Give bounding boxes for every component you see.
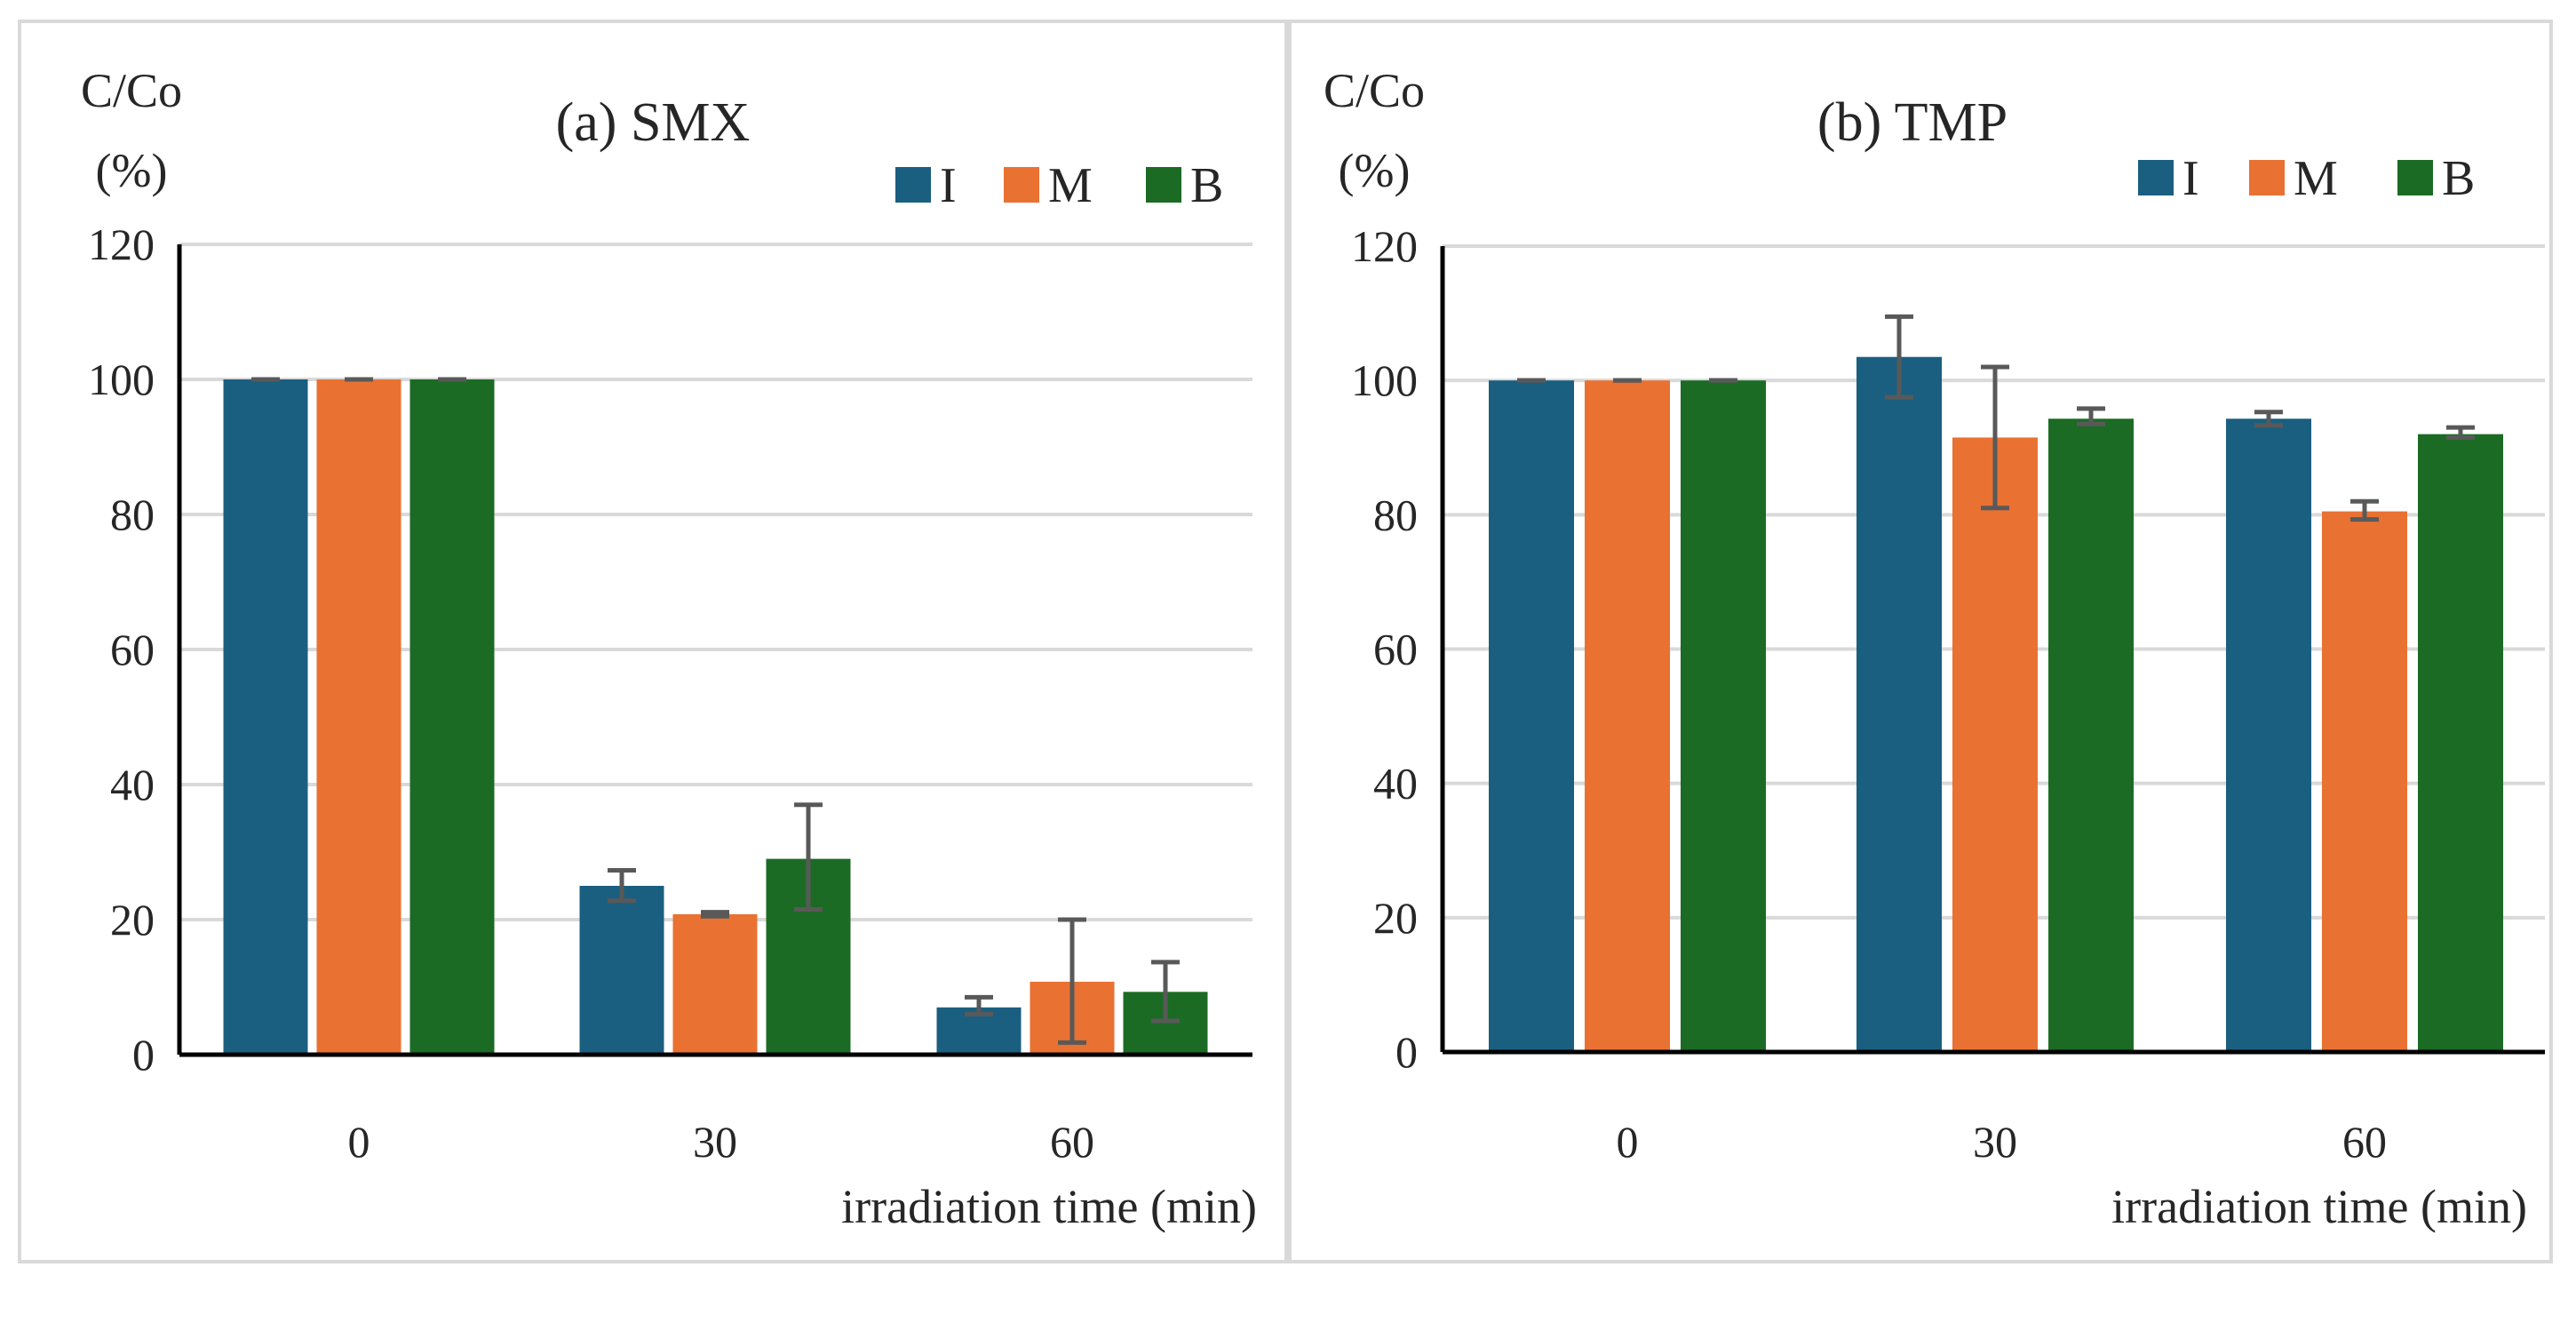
y-tick-label: 60	[110, 625, 155, 674]
y-tick-label: 100	[1351, 355, 1418, 405]
y-tick-label: 120	[1351, 221, 1418, 271]
y-axis-label: C/Co	[1324, 64, 1425, 117]
chart-title: (a) SMX	[556, 92, 751, 153]
x-tick-label: 30	[693, 1117, 737, 1167]
bar-M-30	[1952, 437, 2038, 1053]
bar-M-60	[2322, 511, 2407, 1052]
legend-label-I: I	[940, 158, 957, 213]
bar-I-30	[1856, 356, 1942, 1052]
y-axis-label: C/Co	[81, 64, 182, 117]
y-axis-unit: (%)	[96, 144, 168, 197]
y-tick-label: 40	[1373, 759, 1418, 809]
y-tick-label: 40	[110, 760, 155, 809]
bar-M-30	[672, 913, 758, 1055]
y-tick-label: 80	[1373, 490, 1418, 539]
x-tick-label: 30	[1973, 1117, 2017, 1167]
x-axis-label: irradiation time (min)	[2111, 1180, 2527, 1233]
x-tick-label: 0	[348, 1117, 370, 1167]
x-axis-label: irradiation time (min)	[841, 1180, 1257, 1233]
chart-panel-tmp: 0 20 40 60 80 100 120 0 30 60 irradiation time (mi…	[1288, 20, 2553, 1263]
legend-label-M: M	[1048, 158, 1093, 213]
legend-swatch-I	[2138, 160, 2174, 195]
x-tick-label: 60	[1050, 1117, 1094, 1167]
x-tick-label: 60	[2342, 1117, 2387, 1167]
legend-swatch-M	[2249, 160, 2285, 195]
bar-M-0	[1585, 380, 1670, 1053]
y-tick-label: 100	[88, 355, 155, 404]
chart-title: (b) TMP	[1817, 92, 2008, 153]
chart-panel-smx: 0 20 40 60 80 100 120 0 30 60 irradiation time (mi…	[18, 20, 1288, 1263]
y-tick-label: 80	[110, 490, 155, 539]
bar-I-60	[2226, 418, 2311, 1053]
bar-M-0	[316, 379, 402, 1055]
bar-B-30	[2048, 418, 2134, 1053]
legend-swatch-B	[2397, 160, 2433, 195]
bar-I-30	[579, 886, 664, 1055]
legend-swatch-I	[895, 167, 931, 203]
y-tick-label: 20	[110, 895, 155, 944]
legend-label-B: B	[1190, 158, 1223, 213]
y-tick-label: 60	[1373, 625, 1418, 674]
y-tick-label: 20	[1373, 893, 1418, 943]
legend-swatch-B	[1146, 167, 1181, 203]
bar-B-0	[1681, 380, 1766, 1053]
legend-label-M: M	[2294, 151, 2338, 206]
legend-label-B: B	[2442, 151, 2475, 206]
y-tick-label: 120	[88, 219, 155, 269]
y-tick-label: 0	[132, 1030, 155, 1080]
panel-border	[18, 20, 1288, 1263]
x-tick-label: 0	[1617, 1117, 1639, 1167]
y-axis-unit: (%)	[1339, 144, 1411, 197]
bar-I-0	[223, 379, 308, 1055]
legend-swatch-M	[1004, 167, 1039, 203]
y-tick-label: 0	[1395, 1027, 1418, 1077]
bar-B-0	[409, 379, 495, 1055]
bar-B-60	[2418, 434, 2503, 1053]
bar-I-0	[1489, 380, 1574, 1053]
legend-label-I: I	[2182, 151, 2199, 206]
